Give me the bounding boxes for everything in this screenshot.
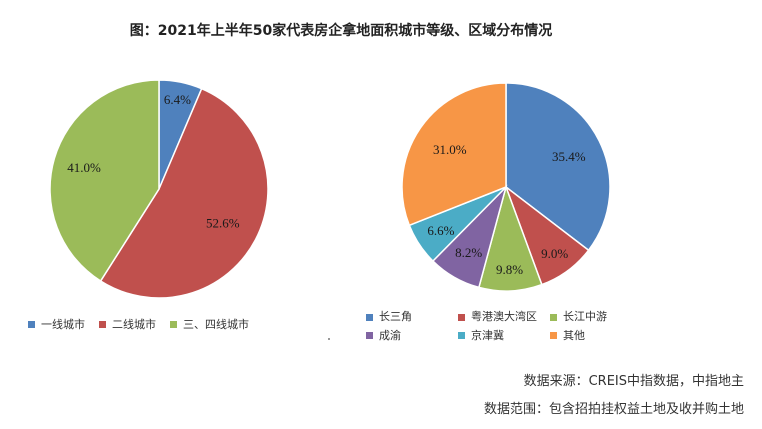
legend-label: 三、四线城市 (183, 318, 249, 331)
legend-swatch (366, 313, 373, 321)
legend-city-tier: 一线城市 二线城市 三、四线城市 (28, 316, 263, 332)
legend-swatch (458, 313, 465, 321)
slice-label: 41.0% (67, 160, 101, 175)
legend-swatch (170, 320, 177, 328)
legend-swatch (550, 313, 557, 321)
legend-label: 粤港澳大湾区 (471, 310, 537, 323)
slice-label: 52.6% (206, 215, 240, 230)
chart-title: 图：2021年上半年50家代表房企拿地面积城市等级、区域分布情况 (129, 23, 553, 39)
legend-label: 其他 (563, 328, 585, 342)
legend-label: 长江中游 (563, 310, 607, 323)
pie-slice (401, 82, 507, 227)
slice-label: 6.4% (164, 92, 191, 107)
slice-label: 8.2% (455, 245, 482, 260)
legend-item: 一线城市 (28, 316, 85, 332)
slice-label: 9.8% (496, 262, 523, 277)
legend-item: 长江中游 (550, 308, 642, 326)
legend-label: 一线城市 (41, 318, 85, 331)
legend-item: 三、四线城市 (170, 316, 249, 332)
slice-label: 9.0% (541, 246, 568, 261)
pie-slice (99, 87, 269, 299)
legend-label: 二线城市 (112, 318, 156, 331)
legend-item: 长三角 (366, 308, 458, 326)
legend-label: 成渝 (379, 328, 401, 342)
legend-label: 长三角 (379, 310, 412, 323)
pie-region: 35.4% 9.0% 9.8% 8.2%6.6% 31.0% (401, 82, 611, 292)
legend-item: 二线城市 (99, 316, 156, 332)
pie-slice (49, 79, 160, 283)
stray-dot (328, 338, 330, 340)
legend-swatch (550, 332, 557, 339)
pie-city-tier: 6.4% 52.6% 41.0% (49, 79, 269, 299)
legend-swatch (99, 320, 106, 328)
slice-label: 6.6% (427, 223, 454, 238)
legend-item: 成渝 (366, 327, 458, 345)
slice-label: 35.4% (552, 149, 586, 164)
legend-swatch (28, 320, 35, 328)
legend-item: 粤港澳大湾区 (458, 308, 550, 326)
legend-swatch (366, 332, 373, 339)
legend-region: 长三角 粤港澳大湾区 长江中游成渝 京津冀 其他 (366, 308, 666, 345)
pie-slice (505, 82, 611, 252)
data-scope-note: 数据范围：包含招拍挂权益土地及收并购土地 (483, 402, 744, 417)
legend-swatch (458, 332, 465, 339)
legend-label: 京津冀 (471, 328, 504, 342)
legend-item: 京津冀 (458, 327, 550, 345)
legend-item: 其他 (550, 327, 642, 345)
slice-label: 31.0% (433, 142, 467, 157)
data-source-note: 数据来源：CREIS中指数据，中指地主 (523, 374, 744, 389)
